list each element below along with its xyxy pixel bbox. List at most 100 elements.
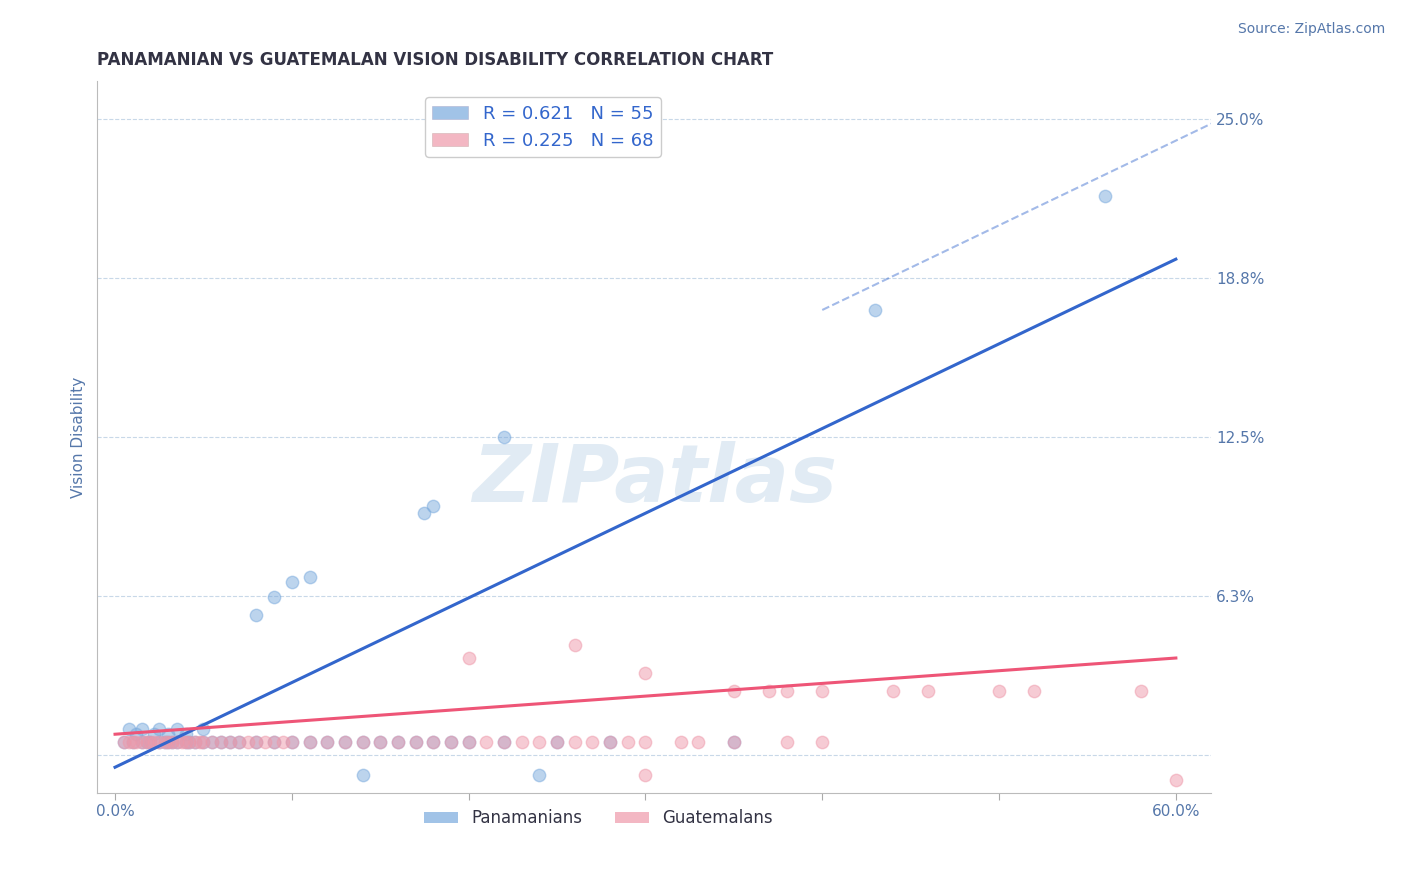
Point — [546, 735, 568, 749]
Point — [723, 735, 745, 749]
Point — [776, 735, 799, 749]
Point — [333, 735, 356, 749]
Point — [183, 735, 205, 749]
Point — [758, 684, 780, 698]
Point — [387, 735, 409, 749]
Point — [865, 303, 887, 318]
Point — [172, 735, 194, 749]
Point — [245, 735, 267, 749]
Point — [148, 735, 170, 749]
Point — [131, 722, 153, 736]
Point — [405, 735, 427, 749]
Point — [139, 735, 162, 749]
Point — [413, 506, 436, 520]
Point — [209, 735, 232, 749]
Legend: Panamanians, Guatemalans: Panamanians, Guatemalans — [418, 803, 779, 834]
Point — [271, 735, 294, 749]
Point — [118, 735, 141, 749]
Point — [368, 735, 391, 749]
Point — [148, 722, 170, 736]
Point — [1094, 188, 1116, 202]
Point — [599, 735, 621, 749]
Point — [112, 735, 135, 749]
Point — [316, 735, 339, 749]
Point — [209, 735, 232, 749]
Point — [121, 735, 143, 749]
Point — [546, 735, 568, 749]
Point — [153, 735, 176, 749]
Point — [529, 735, 551, 749]
Point — [228, 735, 250, 749]
Point — [174, 735, 197, 749]
Point — [492, 430, 515, 444]
Point — [121, 735, 143, 749]
Point — [352, 735, 374, 749]
Point — [599, 735, 621, 749]
Point — [160, 735, 183, 749]
Point — [245, 607, 267, 622]
Point — [352, 735, 374, 749]
Point — [125, 735, 148, 749]
Point — [634, 666, 657, 681]
Point — [422, 735, 444, 749]
Point — [157, 735, 180, 749]
Point — [688, 735, 710, 749]
Point — [457, 735, 479, 749]
Point — [1164, 772, 1187, 787]
Y-axis label: Vision Disability: Vision Disability — [72, 376, 86, 498]
Point — [153, 735, 176, 749]
Point — [135, 735, 157, 749]
Point — [440, 735, 463, 749]
Point — [236, 735, 259, 749]
Point — [281, 735, 304, 749]
Point — [1129, 684, 1152, 698]
Point — [188, 735, 211, 749]
Point — [193, 722, 215, 736]
Point — [183, 735, 205, 749]
Point — [988, 684, 1011, 698]
Point — [157, 735, 180, 749]
Point — [263, 735, 285, 749]
Point — [166, 735, 188, 749]
Point — [475, 735, 498, 749]
Point — [352, 768, 374, 782]
Point — [142, 727, 165, 741]
Point — [882, 684, 904, 698]
Point — [1024, 684, 1046, 698]
Point — [263, 735, 285, 749]
Point — [219, 735, 242, 749]
Point — [368, 735, 391, 749]
Point — [510, 735, 533, 749]
Point — [387, 735, 409, 749]
Point — [492, 735, 515, 749]
Point — [135, 735, 157, 749]
Point — [228, 735, 250, 749]
Point — [131, 735, 153, 749]
Point — [422, 735, 444, 749]
Text: Source: ZipAtlas.com: Source: ZipAtlas.com — [1237, 22, 1385, 37]
Point — [157, 727, 180, 741]
Point — [166, 735, 188, 749]
Point — [179, 735, 201, 749]
Point — [125, 727, 148, 741]
Point — [245, 735, 267, 749]
Point — [333, 735, 356, 749]
Point — [148, 735, 170, 749]
Point — [160, 735, 183, 749]
Point — [201, 735, 224, 749]
Point — [422, 499, 444, 513]
Point — [723, 735, 745, 749]
Point — [166, 722, 188, 736]
Point — [298, 735, 321, 749]
Point — [457, 735, 479, 749]
Point — [616, 735, 638, 749]
Point — [263, 590, 285, 604]
Point — [581, 735, 603, 749]
Point — [669, 735, 692, 749]
Point — [112, 735, 135, 749]
Point — [298, 570, 321, 584]
Point — [634, 768, 657, 782]
Point — [440, 735, 463, 749]
Point — [118, 722, 141, 736]
Point — [529, 768, 551, 782]
